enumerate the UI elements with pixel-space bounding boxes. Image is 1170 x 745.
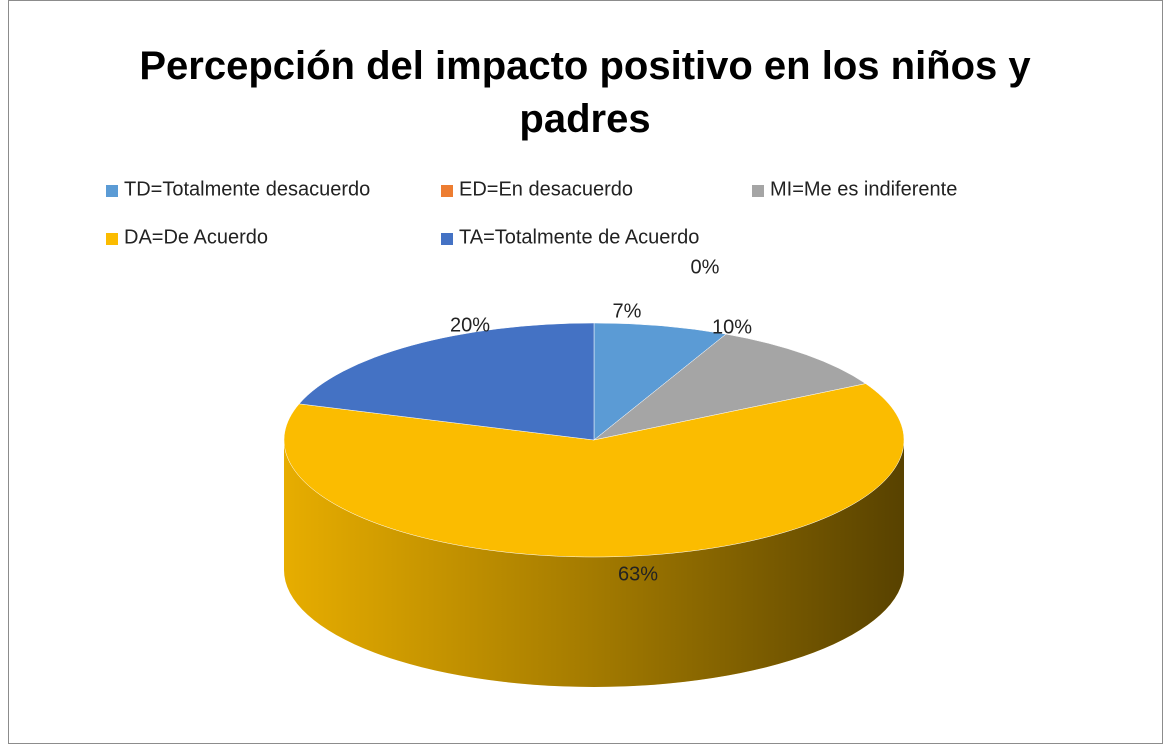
slice: [283, 383, 905, 558]
slice: [593, 333, 867, 441]
legend-marker: [441, 185, 453, 197]
legend-marker: [752, 185, 764, 197]
data-label: 63%: [618, 563, 658, 585]
legend-marker: [106, 185, 118, 197]
data-label: 7%: [613, 300, 642, 322]
data-label: 0%: [691, 256, 720, 278]
legend-marker: [441, 233, 453, 245]
slice: [593, 322, 727, 441]
slice: [298, 322, 595, 441]
legend-label: TD=Totalmente desacuerdo: [124, 178, 370, 200]
legend-label: MI=Me es indiferente: [770, 178, 957, 200]
legend-marker: [106, 233, 118, 245]
data-label: 20%: [450, 314, 490, 336]
slice-side-shade: [284, 440, 904, 687]
chart-title: Percepción del impacto positivo en los n…: [139, 44, 1031, 141]
legend-label: TA=Totalmente de Acuerdo: [459, 226, 699, 248]
legend-label: DA=De Acuerdo: [124, 226, 268, 248]
data-label: 10%: [712, 316, 752, 338]
legend-label: ED=En desacuerdo: [459, 178, 633, 200]
